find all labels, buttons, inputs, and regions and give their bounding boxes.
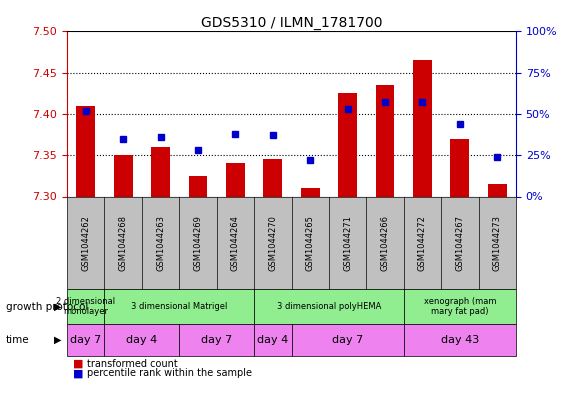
Bar [264,160,282,196]
Text: day 4: day 4 [127,335,157,345]
Text: GSM1044270: GSM1044270 [268,215,278,271]
Bar [189,176,208,196]
Bar [76,106,95,196]
Text: day 43: day 43 [441,335,479,345]
Bar [338,94,357,196]
Text: 2 dimensional
monolayer: 2 dimensional monolayer [56,297,115,316]
Text: GSM1044263: GSM1044263 [156,215,165,271]
Bar [375,85,394,196]
Bar [226,163,245,196]
Text: GSM1044268: GSM1044268 [119,215,128,271]
Text: ▶: ▶ [54,301,61,312]
Text: GSM1044266: GSM1044266 [381,215,389,271]
Bar [413,61,432,196]
Bar [114,155,132,196]
Bar [151,147,170,196]
Bar [301,188,319,196]
Text: day 7: day 7 [201,335,232,345]
Text: xenograph (mam
mary fat pad): xenograph (mam mary fat pad) [424,297,496,316]
Text: GDS5310 / ILMN_1781700: GDS5310 / ILMN_1781700 [201,16,382,30]
Text: percentile rank within the sample: percentile rank within the sample [87,368,252,378]
Text: GSM1044267: GSM1044267 [455,215,464,271]
Text: ■: ■ [73,358,83,369]
Text: GSM1044271: GSM1044271 [343,215,352,271]
Text: day 7: day 7 [332,335,363,345]
Text: growth protocol: growth protocol [6,301,88,312]
Text: GSM1044269: GSM1044269 [194,215,202,271]
Text: ▶: ▶ [54,335,61,345]
Text: GSM1044273: GSM1044273 [493,215,502,271]
Text: day 7: day 7 [70,335,101,345]
Bar [488,184,507,196]
Text: ■: ■ [73,368,83,378]
Text: transformed count: transformed count [87,358,178,369]
Text: GSM1044272: GSM1044272 [418,215,427,271]
Text: 3 dimensional polyHEMA: 3 dimensional polyHEMA [277,302,381,311]
Text: GSM1044265: GSM1044265 [305,215,315,271]
Text: GSM1044264: GSM1044264 [231,215,240,271]
Bar [451,139,469,196]
Text: GSM1044262: GSM1044262 [81,215,90,271]
Text: day 4: day 4 [257,335,289,345]
Text: time: time [6,335,30,345]
Text: 3 dimensional Matrigel: 3 dimensional Matrigel [131,302,227,311]
